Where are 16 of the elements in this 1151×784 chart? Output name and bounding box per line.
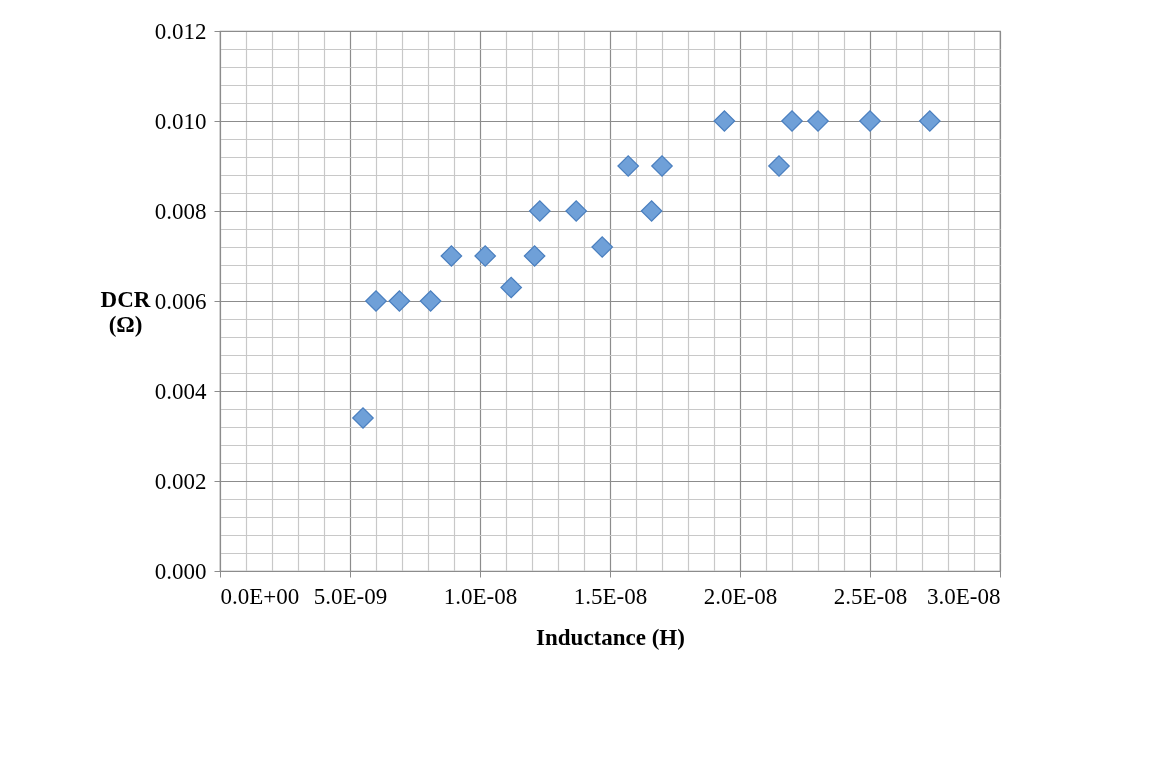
x-tick-label: 1.5E-08 bbox=[573, 583, 648, 609]
x-tick-label: 3.0E-08 bbox=[927, 583, 1001, 609]
y-tick-label: 0.000 bbox=[154, 558, 207, 584]
x-tick-label: 1.0E-08 bbox=[443, 583, 518, 609]
y-tick-label: 0.012 bbox=[154, 18, 207, 44]
y-tick-label: 0.008 bbox=[154, 198, 207, 224]
y-tick-label: 0.002 bbox=[154, 468, 207, 494]
x-tick-label: 0.0E+00 bbox=[220, 583, 300, 609]
y-tick-label: 0.006 bbox=[154, 288, 207, 314]
y-axis-title: DCR (Ω) bbox=[100, 286, 151, 337]
x-tick-label: 2.5E-08 bbox=[833, 583, 908, 609]
y-tick-label: 0.010 bbox=[154, 108, 207, 134]
x-axis-title: Inductance (H) bbox=[536, 624, 685, 650]
x-tick-label: 2.0E-08 bbox=[703, 583, 778, 609]
x-tick-label: 5.0E-09 bbox=[313, 583, 388, 609]
y-tick-label: 0.004 bbox=[154, 378, 207, 404]
